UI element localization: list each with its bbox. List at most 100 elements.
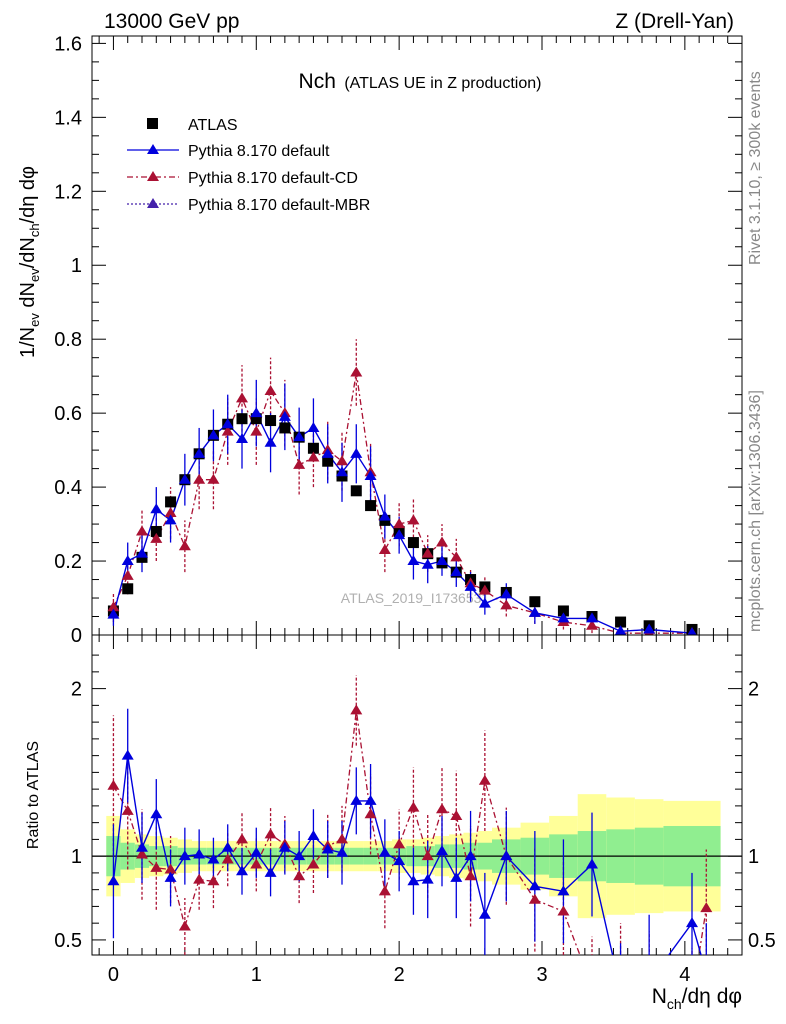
default-point: [236, 433, 248, 444]
ratio-default-point: [150, 808, 163, 819]
ratio-default-point: [557, 885, 570, 896]
default-point: [307, 421, 320, 432]
ratio-default-point: [178, 850, 191, 861]
default-point: [250, 407, 263, 418]
default-point: [450, 566, 463, 577]
default-point: [614, 625, 627, 635]
default-point: [121, 555, 134, 566]
default-cd-point: [450, 551, 463, 562]
default-point: [421, 558, 434, 569]
default-cd-point: [378, 543, 391, 554]
default-cd-point: [293, 458, 306, 469]
ratio-default-point: [207, 853, 220, 864]
legend-marker-cd: [147, 171, 159, 181]
default-point: [278, 410, 291, 421]
main-y-tick-label: 1.4: [54, 107, 82, 129]
ratio-default-cd-point: [336, 833, 348, 844]
atlas-data-point: [279, 422, 291, 434]
default-cd-point: [393, 518, 406, 529]
default-point: [350, 447, 363, 458]
ratio-default-cd-point: [557, 905, 570, 916]
default-point: [500, 588, 513, 599]
default-point: [321, 447, 334, 458]
default-point: [528, 606, 541, 617]
x-tick-label: 2: [394, 964, 405, 986]
ratio-default-point: [436, 845, 448, 856]
default-cd-point: [236, 392, 248, 403]
default-point: [436, 555, 448, 566]
atlas-data-point: [407, 537, 419, 549]
ratio-y-axis-title: Ratio to ATLAS: [25, 741, 42, 849]
ratio-default-point: [450, 871, 463, 882]
default-point: [464, 580, 477, 591]
ratio-plot-frame: [91, 634, 743, 956]
header-collision-label: 13000 GeV pp: [104, 10, 239, 33]
default-point: [378, 510, 391, 521]
x-tick-label: 4: [679, 964, 690, 986]
ratio-y-tick-label-right: 1: [748, 846, 759, 868]
ratio-default-cd-point: [193, 873, 206, 884]
ratio-default-cd-point: [150, 861, 163, 872]
ratio-default-cd-point: [393, 838, 406, 849]
ratio-default-cd-point: [615, 967, 627, 977]
ratio-default-point: [407, 875, 420, 886]
ratio-default-cd-point: [700, 902, 713, 913]
ratio-default-cd-point: [107, 779, 120, 790]
ratio-default-point: [221, 841, 234, 852]
default-cd-point: [350, 366, 363, 377]
main-y-tick-label: 0.2: [54, 551, 82, 573]
main-y-tick-label: 0.4: [54, 477, 82, 499]
default-point: [407, 555, 420, 566]
ratio-y-tick-label-right: 2: [748, 679, 759, 701]
ratio-default-point: [121, 749, 134, 760]
legend-label-atlas: ATLAS: [188, 117, 238, 134]
atlas-data-point: [265, 415, 277, 427]
ratio-default-point: [321, 843, 334, 854]
plot-title-main: Nch: [299, 70, 336, 93]
ratio-default-point: [336, 846, 348, 857]
ratio-default-cd-point: [250, 858, 263, 869]
ratio-default-point: [364, 794, 377, 805]
default-point: [164, 514, 177, 525]
default-point: [107, 608, 120, 619]
default-cd-point: [250, 425, 263, 436]
default-cd-point: [407, 514, 420, 525]
ratio-default-point: [700, 967, 712, 977]
atlas-data-point: [615, 616, 627, 628]
default-cd-point: [107, 601, 120, 612]
x-tick-label: 3: [536, 964, 547, 986]
atlas-data-point: [122, 583, 134, 595]
default-cd-point: [164, 506, 177, 517]
default-point: [136, 547, 148, 558]
ratio-default-point: [264, 866, 277, 877]
legend-marker-default: [147, 144, 159, 154]
default-cd-point: [421, 547, 434, 558]
ratio-default-point: [528, 880, 541, 891]
main-y-tick-label: 1: [71, 255, 82, 277]
ratio-default-point: [136, 841, 148, 852]
ratio-default-point: [615, 984, 627, 994]
default-point: [207, 429, 220, 440]
ratio-default-cd-point: [236, 833, 248, 844]
ratio-default-point: [350, 794, 363, 805]
default-point: [393, 529, 406, 540]
default-point: [150, 503, 163, 514]
ratio-default-cd-point: [464, 870, 477, 881]
ratio-default-cd-point: [364, 808, 377, 819]
default-point: [478, 597, 491, 608]
legend-label-cd: Pythia 8.170 default-CD: [188, 170, 358, 187]
ratio-default-point: [500, 850, 513, 861]
default-cd-point: [207, 473, 220, 484]
legend-marker-mbr: [147, 198, 159, 208]
default-point: [193, 447, 206, 458]
ratio-default-cd-point: [307, 858, 320, 869]
ratio-default-cd-point: [586, 981, 598, 991]
atlas-data-point: [236, 413, 248, 425]
default-point: [178, 473, 191, 484]
legend-label-default: Pythia 8.170 default: [188, 143, 330, 160]
default-cd-point: [586, 619, 598, 630]
ratio-default-point: [307, 830, 320, 841]
ratio-default-point: [393, 855, 406, 866]
ratio-default-cd-point: [450, 809, 463, 820]
default-cd-point: [307, 451, 320, 462]
